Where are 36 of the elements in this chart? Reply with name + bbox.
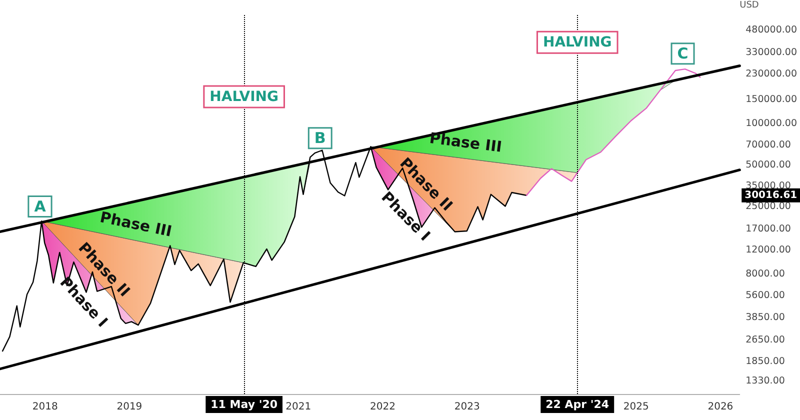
annotation: A [34,197,46,216]
x-tick-label: 2025 [623,402,649,412]
y-tick-label: 25000.00 [746,200,791,212]
annotation: HALVING [210,88,278,105]
x-tick-label: 2023 [454,402,480,412]
y-tick-label: 1330.00 [746,376,785,387]
y-tick-label: 50000.00 [746,159,791,170]
y-tick-label: 5600.00 [746,290,785,301]
y-tick-label: 35000.00 [746,180,791,192]
y-tick-label: 1850.00 [746,356,785,367]
x-tick-label: 2022 [370,402,396,412]
x-tick-label: 2019 [116,402,142,412]
annotation: B [314,129,326,148]
annotation: Phase III [98,208,174,240]
y-tick-label: 8000.00 [746,268,785,280]
ref-line-label: 22 Apr '24 [546,398,610,411]
x-tick-label: 2021 [286,402,312,412]
y-tick-label: 17000.00 [746,224,791,235]
annotation: C [677,44,688,63]
y-tick-label: 230000.00 [746,68,797,80]
x-tick-label: 2026 [708,402,734,412]
y-tick-label: 330000.00 [746,47,797,58]
annotation: HALVING [542,34,612,50]
y-tick-label: 3850.00 [746,312,785,324]
x-tick-label: 2018 [32,402,58,412]
y-tick-label: 12000.00 [746,244,791,256]
annotation: Phase III [428,129,503,156]
ref-line-label: 11 May '20 [210,398,278,411]
y-tick-label: 2650.00 [746,334,785,346]
y-tick-label: 150000.00 [746,94,797,105]
y-tick-label: 70000.00 [746,139,791,150]
line-series [526,68,701,196]
y-tick-label: 480000.00 [746,24,797,36]
y-axis-title: USD [740,0,759,10]
y-tick-label: 100000.00 [746,118,797,130]
text: 30016.61 [744,190,798,201]
